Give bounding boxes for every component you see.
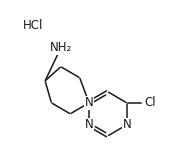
Text: Cl: Cl — [145, 96, 156, 109]
Text: N: N — [122, 118, 131, 131]
Text: HCl: HCl — [23, 19, 44, 32]
Text: N: N — [85, 96, 93, 109]
Text: NH₂: NH₂ — [50, 41, 72, 54]
Text: N: N — [85, 118, 93, 131]
